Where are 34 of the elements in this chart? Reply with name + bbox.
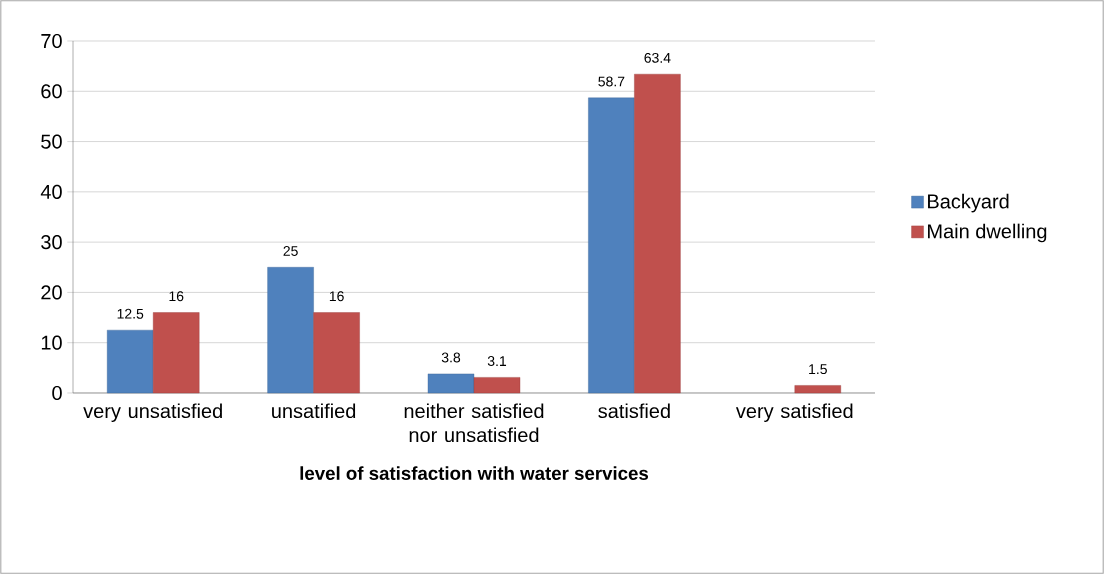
data-label: 3.1 — [487, 356, 507, 367]
bar — [634, 73, 681, 394]
x-tick-label: unsatified — [272, 403, 356, 419]
bar — [153, 312, 200, 394]
y-tick-label: 10 — [41, 335, 62, 350]
bar — [588, 97, 635, 394]
data-label: 16 — [169, 291, 184, 302]
data-label: 3.8 — [441, 352, 461, 363]
data-label: 25 — [283, 246, 298, 256]
legend-label: Backyard — [928, 193, 1009, 213]
bar — [107, 329, 154, 394]
y-tick-label: 60 — [41, 84, 62, 99]
data-label: 12.5 — [117, 308, 144, 319]
data-label: 63.4 — [644, 52, 671, 63]
bar — [313, 312, 360, 394]
x-tick-label: satisfied — [598, 403, 670, 419]
y-tick-label: 0 — [52, 385, 62, 401]
x-tick-label: very satisfied — [735, 403, 853, 423]
y-tick-label: 70 — [41, 33, 62, 49]
y-tick-label: 30 — [41, 235, 62, 250]
bar — [427, 373, 475, 394]
x-tick-label: neither satisfied nor unsatisfied — [404, 403, 544, 443]
bar — [794, 385, 841, 394]
x-tick-label: very unsatisfied — [83, 403, 222, 423]
data-label: 58.7 — [598, 76, 625, 87]
data-label: 1.5 — [809, 364, 827, 375]
y-tick-label: 20 — [41, 285, 62, 300]
bar — [267, 267, 314, 394]
bar — [473, 377, 521, 394]
y-tick-label: 40 — [40, 184, 62, 199]
data-label: 16 — [329, 291, 344, 302]
y-tick-label: 50 — [41, 134, 62, 149]
legend-label: Main dwelling — [928, 223, 1047, 243]
x-axis-title: level of satisfaction with water services — [300, 466, 649, 480]
